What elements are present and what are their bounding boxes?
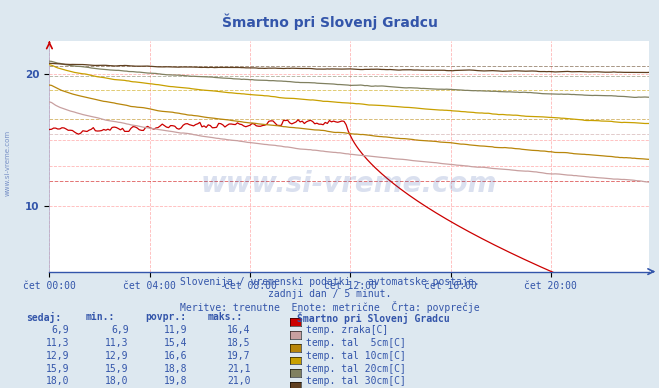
Text: 12,9: 12,9 — [105, 351, 129, 361]
Text: Šmartno pri Slovenj Gradcu: Šmartno pri Slovenj Gradcu — [297, 312, 449, 324]
Text: www.si-vreme.com: www.si-vreme.com — [5, 130, 11, 196]
Text: 15,9: 15,9 — [45, 364, 69, 374]
Text: maks.:: maks.: — [208, 312, 243, 322]
Text: 18,0: 18,0 — [45, 376, 69, 386]
Text: Meritve: trenutne  Enote: metrične  Črta: povprečje: Meritve: trenutne Enote: metrične Črta: … — [180, 301, 479, 313]
Text: 11,9: 11,9 — [164, 325, 188, 335]
Text: 19,8: 19,8 — [164, 376, 188, 386]
Text: 15,9: 15,9 — [105, 364, 129, 374]
Text: temp. zraka[C]: temp. zraka[C] — [306, 325, 388, 335]
Text: 18,8: 18,8 — [164, 364, 188, 374]
Text: 18,5: 18,5 — [227, 338, 250, 348]
Text: 15,4: 15,4 — [164, 338, 188, 348]
Text: Šmartno pri Slovenj Gradcu: Šmartno pri Slovenj Gradcu — [221, 14, 438, 30]
Text: temp. tal 30cm[C]: temp. tal 30cm[C] — [306, 376, 406, 386]
Text: 16,6: 16,6 — [164, 351, 188, 361]
Text: 11,3: 11,3 — [45, 338, 69, 348]
Text: 16,4: 16,4 — [227, 325, 250, 335]
Text: temp. tal 10cm[C]: temp. tal 10cm[C] — [306, 351, 406, 361]
Text: 6,9: 6,9 — [111, 325, 129, 335]
Text: sedaj:: sedaj: — [26, 312, 61, 323]
Text: 18,0: 18,0 — [105, 376, 129, 386]
Text: 21,0: 21,0 — [227, 376, 250, 386]
Text: www.si-vreme.com: www.si-vreme.com — [201, 170, 498, 198]
Text: Slovenija / vremenski podatki - avtomatske postaje.: Slovenija / vremenski podatki - avtomats… — [180, 277, 479, 288]
Text: zadnji dan / 5 minut.: zadnji dan / 5 minut. — [268, 289, 391, 299]
Text: 21,1: 21,1 — [227, 364, 250, 374]
Text: min.:: min.: — [86, 312, 115, 322]
Text: 12,9: 12,9 — [45, 351, 69, 361]
Text: 11,3: 11,3 — [105, 338, 129, 348]
Text: temp. tal 20cm[C]: temp. tal 20cm[C] — [306, 364, 406, 374]
Text: 6,9: 6,9 — [51, 325, 69, 335]
Text: povpr.:: povpr.: — [145, 312, 186, 322]
Text: temp. tal  5cm[C]: temp. tal 5cm[C] — [306, 338, 406, 348]
Text: 19,7: 19,7 — [227, 351, 250, 361]
